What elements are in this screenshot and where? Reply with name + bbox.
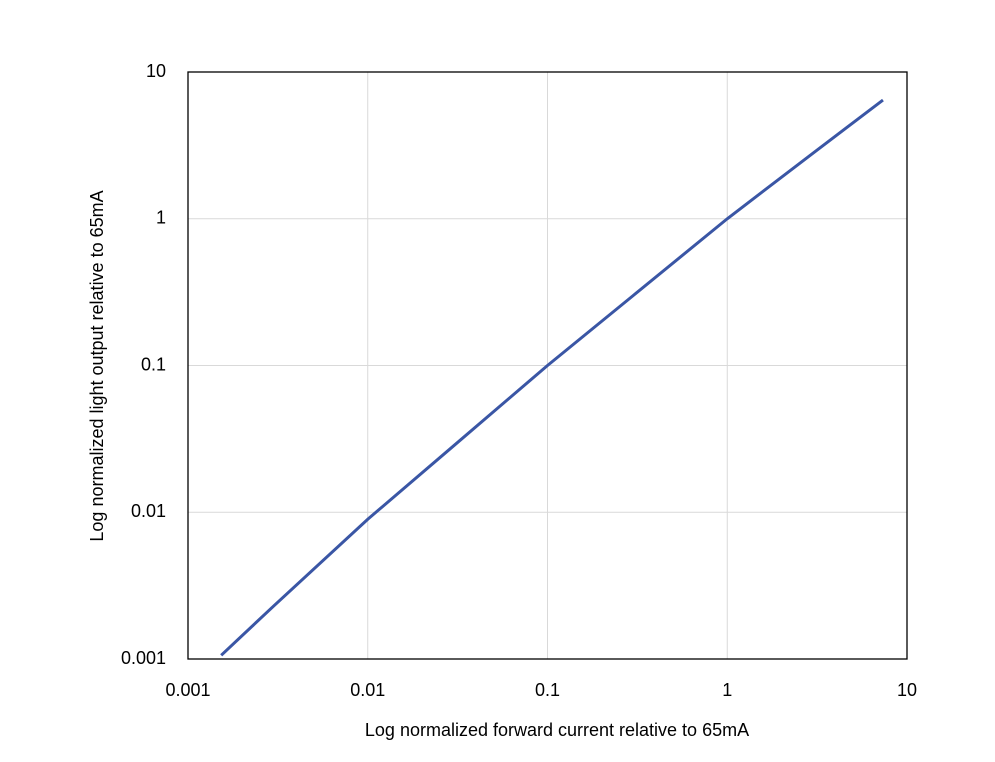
x-tick-label: 1	[722, 680, 732, 700]
y-tick-label: 0.01	[131, 501, 166, 521]
x-axis-label: Log normalized forward current relative …	[365, 720, 749, 740]
data-line	[220, 98, 884, 657]
y-tick-label: 0.001	[121, 648, 166, 668]
y-tick-label: 0.1	[141, 354, 166, 374]
plot-frame	[187, 71, 908, 660]
y-axis-label: Log normalized light output relative to …	[87, 190, 107, 541]
x-tick-label: 10	[897, 680, 917, 700]
y-tick-label: 10	[146, 61, 166, 81]
x-tick-label: 0.001	[165, 680, 210, 700]
y-tick-label: 1	[156, 208, 166, 228]
x-tick-label: 0.1	[535, 680, 560, 700]
x-tick-label: 0.01	[350, 680, 385, 700]
